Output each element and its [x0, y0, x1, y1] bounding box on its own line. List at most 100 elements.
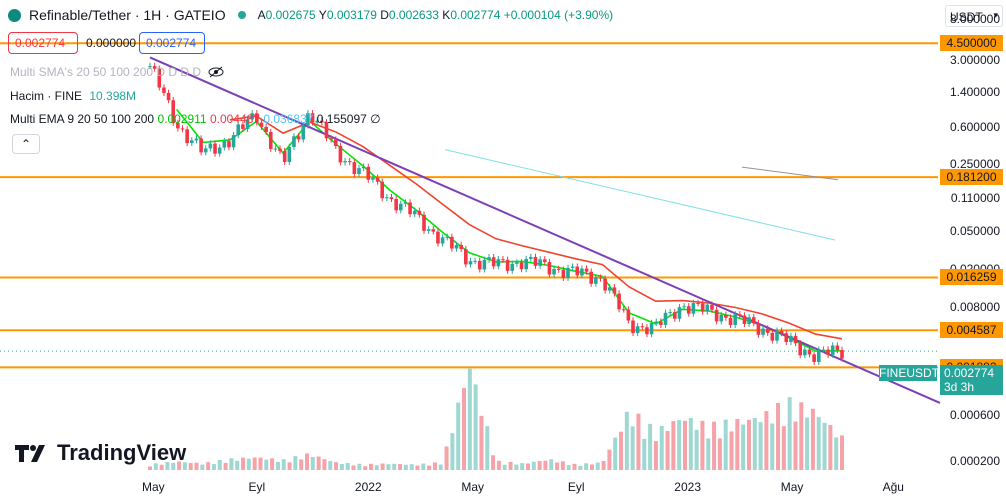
volume-bar [229, 458, 234, 470]
candle-body [561, 269, 566, 278]
volume-bar [770, 423, 775, 470]
candle-body [640, 326, 645, 328]
volume-bar [235, 460, 240, 470]
volume-bar [560, 461, 565, 470]
current-price: 0.002774 [944, 366, 995, 380]
volume-bar [840, 435, 844, 470]
candle-body [338, 145, 343, 163]
currency-select[interactable]: USDT ▾ [945, 5, 1003, 27]
candle-body [264, 126, 268, 132]
candle-body [208, 143, 213, 149]
y-tick-label: 0.110000 [950, 190, 1000, 205]
candle-body [273, 148, 278, 150]
candle-body [770, 332, 775, 341]
volume-indicator-row[interactable]: Hacim · FINE 10.398M [10, 89, 136, 103]
volume-bar [619, 431, 624, 470]
candle-body [621, 309, 626, 311]
candle-body [547, 262, 552, 275]
x-tick-label: May [142, 480, 165, 494]
candle-body [278, 148, 282, 152]
volume-bar [165, 462, 170, 470]
candle-body [840, 350, 844, 359]
ema-line-cyan [444, 149, 836, 241]
candle-body [505, 259, 510, 271]
candle-body [617, 293, 621, 310]
volume-bar [462, 387, 467, 470]
sma-indicator-row[interactable]: Multi SMA's 20 50 100 200 D D D D [10, 65, 224, 79]
volume-bar [177, 461, 182, 470]
candle-body [464, 249, 468, 265]
candle-body [803, 349, 807, 356]
buy-price-button[interactable]: 0.002774 [139, 32, 205, 54]
volume-bar [351, 465, 356, 470]
candle-body [241, 124, 245, 129]
volume-bar [188, 463, 193, 470]
hidden-eye-icon[interactable] [208, 66, 224, 78]
ema-indicator-row[interactable]: Multi EMA 9 20 50 100 200 0.002911 0.004… [10, 112, 381, 126]
candle-body [375, 177, 380, 182]
collapse-indicators-button[interactable]: ⌃ [12, 134, 40, 154]
volume-bar [339, 463, 344, 470]
candle-body [227, 141, 231, 148]
candle-body [612, 287, 617, 294]
candle-body [626, 309, 631, 321]
candle-body [310, 113, 315, 123]
candle-body [691, 303, 696, 314]
candle-body [835, 345, 840, 351]
volume-bar [374, 465, 379, 470]
volume-bar [589, 464, 594, 470]
candle-body [775, 330, 779, 341]
candle-body [398, 203, 403, 211]
candle-body [385, 197, 389, 199]
candle-body [366, 166, 371, 180]
candle-body [524, 258, 528, 270]
candle-body [784, 333, 789, 343]
volume-bar [171, 462, 176, 470]
volume-bar [764, 411, 769, 470]
volume-bar [479, 415, 484, 470]
ema-value-2: 0.004487 [209, 112, 261, 126]
volume-bar [537, 461, 542, 470]
volume-bar [595, 462, 600, 470]
volume-bar [368, 463, 373, 470]
candle-body [659, 321, 663, 325]
volume-bar [450, 433, 455, 470]
candle-body [515, 262, 519, 264]
candle-body [436, 231, 440, 244]
volume-bar [316, 456, 321, 470]
tradingview-logo[interactable]: TradingView [13, 440, 186, 466]
x-tick-label: Eyl [248, 480, 266, 494]
ohlc-values: A0.002675 Y0.003179 D0.002633 K0.002774 … [257, 8, 614, 22]
candle-body [236, 124, 241, 136]
candle-body [426, 229, 431, 231]
volume-bar [345, 462, 350, 470]
volume-bar [793, 421, 798, 470]
volume-bar [182, 462, 187, 470]
volume-bar [392, 463, 397, 470]
candle-body [306, 113, 310, 126]
candle-body [440, 237, 445, 244]
sma-indicator-label: Multi SMA's 20 50 100 200 D D D D [10, 65, 202, 79]
volume-bar [293, 456, 298, 470]
candle-body [152, 66, 157, 69]
volume-bar [159, 464, 164, 470]
candle-body [816, 349, 821, 362]
candle-body [798, 343, 803, 356]
candle-body [482, 259, 487, 270]
volume-bar [456, 402, 461, 470]
volume-bar [217, 459, 222, 470]
candle-body [162, 87, 166, 93]
candle-body [631, 320, 635, 334]
volume-bar [491, 455, 496, 470]
chart-title[interactable]: Refinable/Tether · 1H · GATEIO [29, 7, 226, 23]
ema-value-1: 0.002911 [157, 112, 207, 126]
candle-body [431, 229, 436, 232]
candle-body [296, 136, 301, 140]
sell-price-button[interactable]: 0.002774 [8, 32, 78, 54]
candle-body [389, 197, 394, 200]
candle-body [826, 349, 830, 355]
candle-body [742, 315, 747, 324]
volume-bar [828, 424, 833, 470]
candle-body [231, 135, 236, 148]
